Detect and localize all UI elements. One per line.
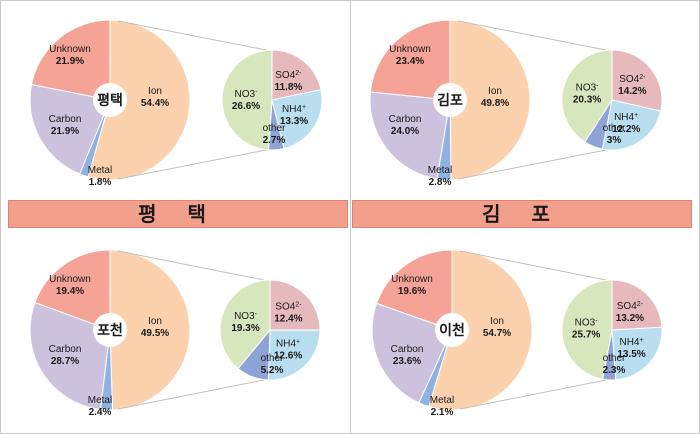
ion-label-no3: NO3-20.3% xyxy=(573,82,601,106)
pie-center-label: 김포 xyxy=(437,92,463,108)
ion-label-other: other 2.3% xyxy=(603,353,626,376)
label-ion: Ion 54.4% xyxy=(141,86,169,109)
banner-bar-left xyxy=(8,200,348,228)
label-metal: Metal 2.4% xyxy=(88,395,112,418)
pie-center xyxy=(93,83,127,117)
label-metal: Metal 2.8% xyxy=(428,165,452,188)
ion-label-so4: SO42-14.2% xyxy=(618,73,646,97)
connector-line-bottom xyxy=(117,379,265,410)
ion-slice-no3 xyxy=(561,279,613,380)
label-metal: Metal 1.8% xyxy=(88,165,112,188)
pie-panel-0: 평택 Ion 54.4% Metal 1.8% Carbon 21.9% Unknown 21.… xyxy=(29,19,323,188)
ion-slice-no3 xyxy=(221,49,273,151)
ion-slice-no3 xyxy=(219,279,271,370)
connector-line-bottom xyxy=(457,149,607,180)
pie-panel-3: 이천 Ion 54.7% Metal 2.1% Carbon 23.6% Unknown 19.… xyxy=(371,249,663,418)
ion-label-no3: NO3-25.7% xyxy=(572,317,600,341)
banner-title-right: 김 포 xyxy=(482,202,562,226)
pie-center-label: 평택 xyxy=(97,92,123,108)
pie-center xyxy=(435,313,469,347)
pie-center xyxy=(433,83,467,117)
pie-center-label: 이천 xyxy=(439,322,465,338)
label-ion: Ion 49.8% xyxy=(481,86,509,109)
ion-label-other: other 5.2% xyxy=(261,353,284,376)
ion-label-nh4: NH4+ 12.2% xyxy=(612,111,640,135)
connector-line-bottom xyxy=(459,379,607,410)
connector-line-bottom xyxy=(117,149,267,180)
pie-panel-1: 김포 Ion 49.8% Metal 2.8% Carbon 24.0% Unknown 23.… xyxy=(369,19,663,188)
label-ion: Ion 54.7% xyxy=(483,316,511,339)
connector-line-top xyxy=(459,250,607,281)
ion-label-nh4: NH4+ 13.3% xyxy=(280,103,308,127)
ion-label-other: other 3% xyxy=(603,123,626,146)
ion-label-no3: NO3-19.3% xyxy=(231,311,259,335)
pie-center-label: 포천 xyxy=(97,322,123,338)
label-carbon: Carbon 23.6% xyxy=(391,344,424,367)
ion-label-other: other 2.7% xyxy=(263,123,286,146)
pie-panel-2: 포천 Ion 49.5% Metal 2.4% Carbon 28.7% Unknown 19.… xyxy=(29,249,321,418)
banner-bar-right xyxy=(352,200,692,228)
ion-label-nh4: NH4+ 13.5% xyxy=(617,337,645,361)
label-carbon: Carbon 21.9% xyxy=(49,114,82,137)
label-ion: Ion 49.5% xyxy=(141,316,169,339)
label-carbon: Carbon 28.7% xyxy=(49,344,82,367)
label-unknown: Unknown 19.6% xyxy=(391,274,433,297)
connector-line-top xyxy=(457,20,607,51)
connector-line-top xyxy=(117,250,265,281)
ion-label-so4: SO42-13.2% xyxy=(616,301,644,325)
label-carbon: Carbon 24.0% xyxy=(389,114,422,137)
ion-label-so4: SO42-11.8% xyxy=(274,69,302,93)
label-metal: Metal 2.1% xyxy=(430,395,454,418)
label-unknown: Unknown 21.9% xyxy=(49,44,91,67)
pie-center xyxy=(93,313,127,347)
ion-label-nh4: NH4+ 12.6% xyxy=(274,338,302,362)
banner-title-left: 평 택 xyxy=(138,202,218,226)
ion-label-so4: SO42-12.4% xyxy=(274,301,302,325)
ion-slice-no3 xyxy=(561,49,613,143)
label-unknown: Unknown 19.4% xyxy=(49,274,91,297)
connector-line-top xyxy=(117,20,267,51)
ion-label-no3: NO3-26.6% xyxy=(232,89,260,113)
label-unknown: Unknown 23.4% xyxy=(389,44,431,67)
